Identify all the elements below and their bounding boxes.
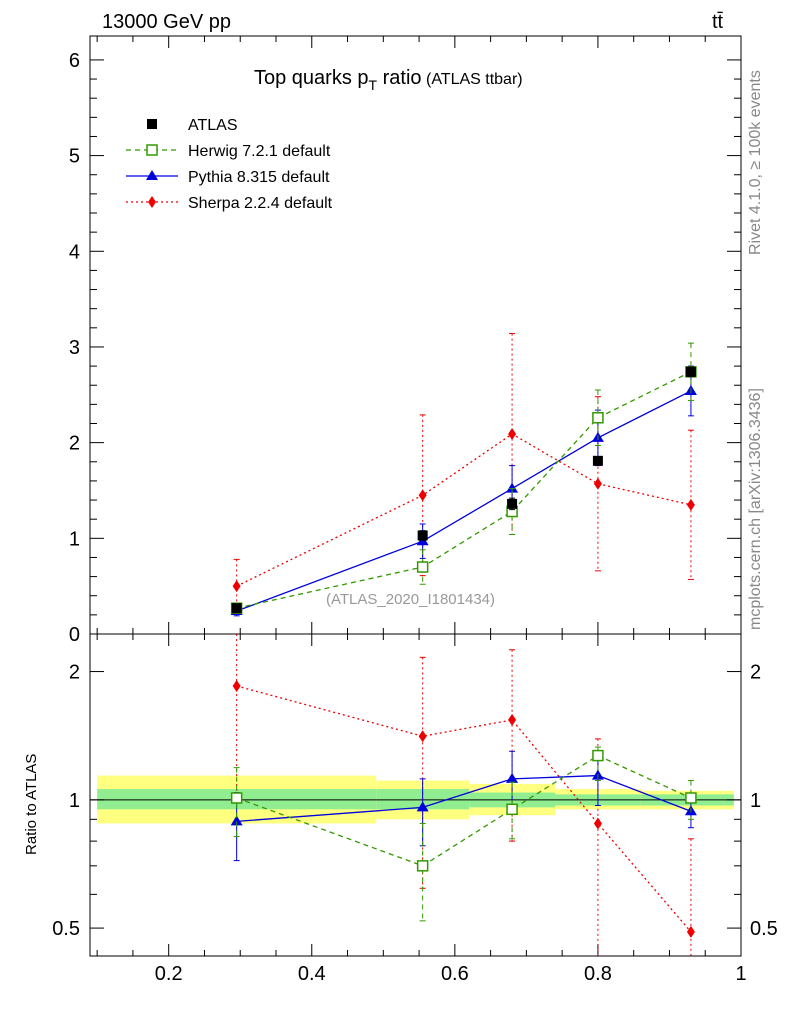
- sherpa-point: [418, 489, 427, 502]
- ratio-y-tick-label-right: 0.5: [750, 918, 778, 940]
- pythia-ratio-point: [416, 801, 429, 812]
- pythia-line: [236, 390, 692, 612]
- sherpa-point: [686, 498, 695, 511]
- title-tag: (ATLAS ttbar): [422, 71, 523, 88]
- legend-label-herwig: Herwig 7.2.1 default: [188, 143, 331, 160]
- header-energy: 13000 GeV pp: [102, 11, 231, 33]
- data-point: [685, 366, 696, 377]
- herwig-point: [592, 412, 604, 424]
- ratio-y-label: Ratio to ATLAS: [23, 754, 40, 855]
- legend-marker-data: [147, 119, 157, 129]
- ratio-y-tick-label-right: 1: [750, 790, 761, 812]
- data-point: [592, 455, 603, 466]
- main-y-tick-label: 4: [69, 241, 80, 263]
- main-y-tick-label: 6: [69, 50, 80, 72]
- ratio-y-tick-label: 1: [69, 790, 80, 812]
- legend-marker-sherpa: [148, 196, 156, 208]
- main-y-tick-label: 5: [69, 146, 80, 168]
- ratio-frame: [89, 633, 742, 957]
- ratio-series: [230, 634, 697, 956]
- main-y-tick-label: 2: [69, 433, 80, 455]
- main-y-tick-label: 0: [69, 624, 80, 646]
- x-tick-label: 0.2: [155, 963, 183, 985]
- plot-title: Top quarks pT ratio (ATLAS ttbar): [254, 67, 523, 93]
- sherpa-point: [508, 428, 517, 441]
- main-y-tick-label: 1: [69, 528, 80, 550]
- analysis-id: (ATLAS_2020_I1801434): [326, 591, 495, 608]
- x-tick-label: 0.6: [441, 963, 469, 985]
- legend-marker-pythia: [146, 170, 158, 180]
- herwig-ratio-point: [592, 749, 604, 762]
- data-point: [417, 530, 428, 541]
- sherpa-line: [236, 433, 692, 587]
- main-series: [230, 333, 697, 617]
- legend-label-pythia: Pythia 8.315 default: [188, 169, 330, 186]
- x-tick-label: 1: [735, 963, 746, 985]
- mcplots-label: mcplots.cern.ch [arXiv:1306.3436]: [747, 388, 764, 630]
- legend-label-data: ATLAS: [188, 117, 238, 134]
- data-point: [507, 498, 518, 509]
- header-process: tt̄: [712, 11, 724, 33]
- legend-marker-herwig: [146, 144, 158, 156]
- sherpa-ratio-line: [236, 685, 692, 933]
- sherpa-ratio-point: [508, 713, 517, 726]
- herwig-line: [236, 371, 692, 609]
- title-main: Top quarks p: [254, 67, 369, 89]
- ratio-axes: 0.2 0.4 0.6 0.8 1 0.5 0.5 1 1 2 2: [52, 634, 778, 985]
- sherpa-point: [593, 477, 602, 490]
- ratio-band: [90, 775, 741, 824]
- x-tick-label: 0.4: [298, 963, 326, 985]
- sherpa-ratio-point: [418, 730, 427, 743]
- title-rest: ratio: [377, 67, 421, 89]
- legend: ATLAS Herwig 7.2.1 default Pythia 8.315 de…: [126, 117, 333, 212]
- herwig-ratio-point: [416, 860, 429, 872]
- rivet-label: Rivet 4.1.0, ≥ 100k events: [747, 70, 764, 255]
- main-axes: 0 1 2 3 4 5 6: [69, 36, 742, 646]
- sherpa-ratio-point: [593, 817, 602, 830]
- main-y-tick-label: 3: [69, 337, 80, 359]
- herwig-ratio-point: [685, 792, 697, 804]
- sherpa-ratio-point: [686, 925, 695, 938]
- pythia-ratio-point: [506, 772, 519, 783]
- ratio-y-tick-label: 0.5: [52, 918, 80, 940]
- pythia-point: [506, 482, 519, 493]
- sherpa-point: [232, 580, 241, 593]
- ratio-y-tick-label-right: 2: [750, 662, 761, 684]
- data-point: [231, 603, 242, 614]
- herwig-point: [416, 561, 429, 573]
- ratio-y-tick-label: 2: [69, 662, 80, 684]
- title-sub: T: [369, 77, 378, 93]
- pythia-ratio-point: [230, 815, 243, 826]
- legend-label-sherpa: Sherpa 2.2.4 default: [188, 195, 333, 212]
- herwig-ratio-point: [230, 792, 243, 804]
- x-tick-label: 0.8: [584, 963, 612, 985]
- sherpa-ratio-point: [232, 679, 241, 692]
- herwig-ratio-point: [506, 803, 518, 816]
